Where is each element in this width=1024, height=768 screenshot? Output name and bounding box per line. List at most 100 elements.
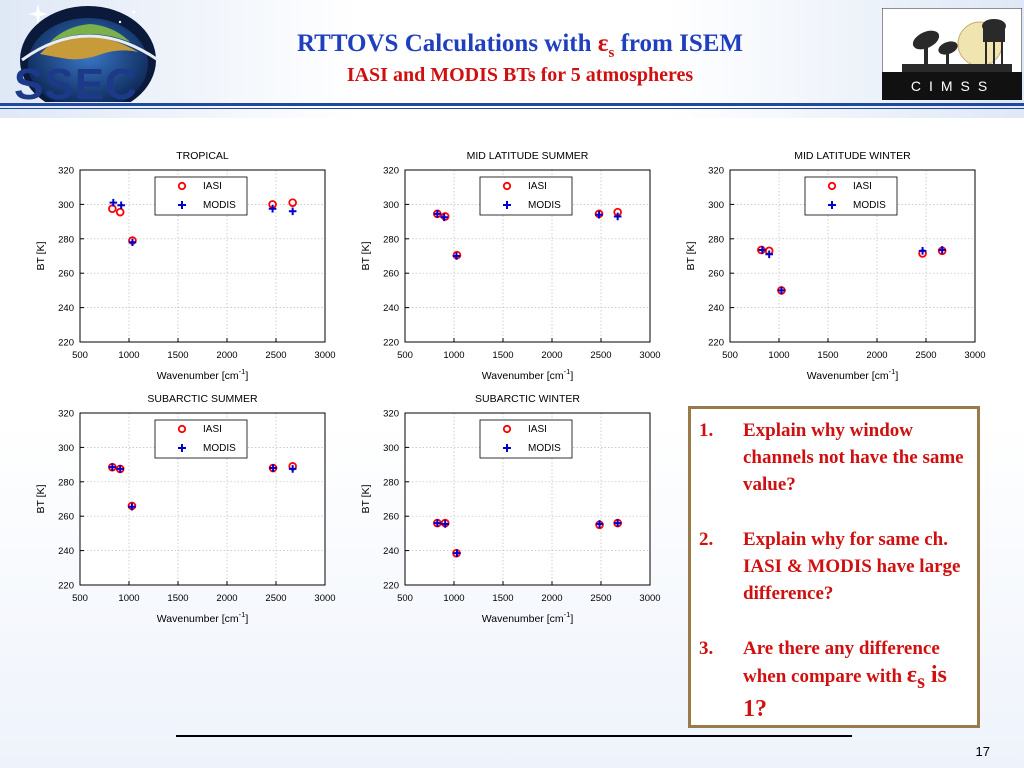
ssec-logo: [20, 4, 159, 102]
data-point-modis: [128, 238, 137, 247]
chart-3: 500 1000 1500 2000 2500 3000 220 240 260 280 300 32…: [685, 150, 986, 382]
y-tick-label: 280: [383, 477, 399, 488]
legend-label: IASI: [203, 424, 222, 435]
y-tick-label: 280: [58, 234, 74, 245]
chart-1: 500 1000 1500 2000 2500 3000 220 240 260 280 300 32…: [35, 150, 336, 382]
data-point-modis: [128, 502, 136, 511]
y-axis-label: BT [K]: [685, 241, 697, 270]
x-axis-label-text: Wavenumber [cm: [482, 370, 564, 382]
question-number: 3.: [699, 638, 714, 659]
x-tick-label: 500: [397, 593, 413, 604]
x-tick-label: 1500: [167, 593, 188, 604]
x-tick-label: 2000: [541, 593, 562, 604]
legend-marker-plus: [828, 201, 836, 209]
y-tick-label: 280: [708, 234, 724, 245]
x-tick-label: 500: [72, 350, 88, 361]
legend-box: [479, 419, 573, 459]
y-tick-label: 260: [708, 269, 724, 280]
footer-divider: [176, 735, 852, 737]
sparkle-icon: [28, 4, 48, 24]
x-tick-label: 2500: [590, 350, 611, 361]
legend-label: IASI: [528, 424, 547, 435]
legend-marker-plus: [178, 201, 186, 209]
legend-label: MODIS: [203, 200, 236, 211]
data-point-modis: [452, 252, 461, 260]
legend-box: [154, 176, 248, 216]
data-point-modis: [453, 549, 461, 557]
chart-title: SUBARCTIC WINTER: [475, 393, 580, 405]
x-axis-label-end: ]: [570, 613, 573, 625]
legend-box: [804, 176, 898, 216]
x-tick-label: 1500: [492, 593, 513, 604]
x-tick-label: 500: [397, 350, 413, 361]
legend-marker-plus: [178, 444, 186, 452]
title-epsilon-subscript: s: [608, 45, 615, 61]
x-tick-label: 3000: [964, 350, 985, 361]
data-point-modis: [433, 519, 442, 527]
question-number: 1.: [699, 420, 714, 441]
header-band: [0, 0, 1024, 118]
y-tick-label: 280: [383, 234, 399, 245]
data-point-iasi: [288, 198, 297, 207]
y-tick-label: 260: [383, 512, 399, 523]
x-tick-label: 1500: [492, 350, 513, 361]
data-point-modis: [441, 520, 449, 528]
data-point-modis: [613, 212, 622, 221]
legend-marker-plus: [503, 201, 511, 209]
title-epsilon: εs: [598, 30, 615, 61]
data-point-modis: [269, 464, 277, 472]
x-tick-label: 3000: [314, 350, 335, 361]
chart-title: MID LATITUDE SUMMER: [467, 150, 589, 162]
plot-frame: [404, 412, 651, 586]
y-tick-label: 260: [383, 269, 399, 280]
page-number: 17: [975, 744, 990, 759]
satellite-dish-icon: [912, 30, 958, 68]
x-axis-label-end: ]: [570, 370, 573, 382]
x-tick-label: 2500: [265, 593, 286, 604]
y-tick-label: 320: [383, 166, 399, 177]
slide-subtitle: IASI and MODIS BTs for 5 atmospheres: [346, 64, 694, 86]
x-axis-label-superscript: -1: [889, 367, 896, 376]
legend-label: MODIS: [528, 200, 561, 211]
data-point-modis: [765, 250, 773, 259]
data-point-modis: [116, 465, 124, 473]
x-tick-label: 2000: [866, 350, 887, 361]
y-tick-label: 300: [708, 200, 724, 211]
y-tick-label: 320: [58, 409, 74, 420]
data-point-modis: [595, 210, 603, 219]
x-tick-label: 2500: [265, 350, 286, 361]
x-tick-label: 3000: [639, 350, 660, 361]
question-text: Explain why for same ch. IASI & MODIS ha…: [743, 529, 961, 604]
cimss-logo-text: CIMSS: [910, 78, 996, 94]
legend-marker-circle: [177, 424, 187, 434]
question-text: Explain why window channels not have the…: [743, 420, 964, 495]
x-axis-label: Wavenumber [cm-1]: [482, 367, 574, 382]
title-suffix: from ISEM: [614, 30, 744, 57]
chart-5: 500 1000 1500 2000 2500 3000 220 240 260 280 300 32…: [360, 393, 661, 625]
y-tick-label: 300: [58, 443, 74, 454]
legend-marker-circle: [502, 424, 512, 434]
y-axis-label: BT [K]: [360, 241, 372, 270]
question-epsilon-symbol: ε: [906, 662, 918, 688]
chart-title: SUBARCTIC SUMMER: [147, 393, 258, 405]
x-tick-label: 1500: [817, 350, 838, 361]
x-axis-label-superscript: -1: [564, 610, 571, 619]
x-axis-label-text: Wavenumber [cm: [157, 613, 239, 625]
x-tick-label: 3000: [639, 593, 660, 604]
legend-label: IASI: [528, 181, 547, 192]
legend-label: IASI: [853, 181, 872, 192]
x-tick-label: 2000: [541, 350, 562, 361]
data-point-modis: [758, 246, 767, 254]
data-point-modis: [918, 247, 927, 255]
data-point-modis: [288, 465, 297, 473]
x-tick-label: 2000: [216, 350, 237, 361]
question-number: 2.: [699, 529, 714, 550]
y-axis-label: BT [K]: [360, 484, 372, 513]
plot-frame: [729, 169, 976, 343]
y-tick-label: 220: [383, 338, 399, 349]
header-divider-thin: [0, 108, 1024, 109]
x-axis-label-superscript: -1: [239, 367, 246, 376]
y-tick-label: 220: [383, 581, 399, 592]
y-tick-label: 260: [58, 512, 74, 523]
data-point-modis: [595, 520, 604, 528]
